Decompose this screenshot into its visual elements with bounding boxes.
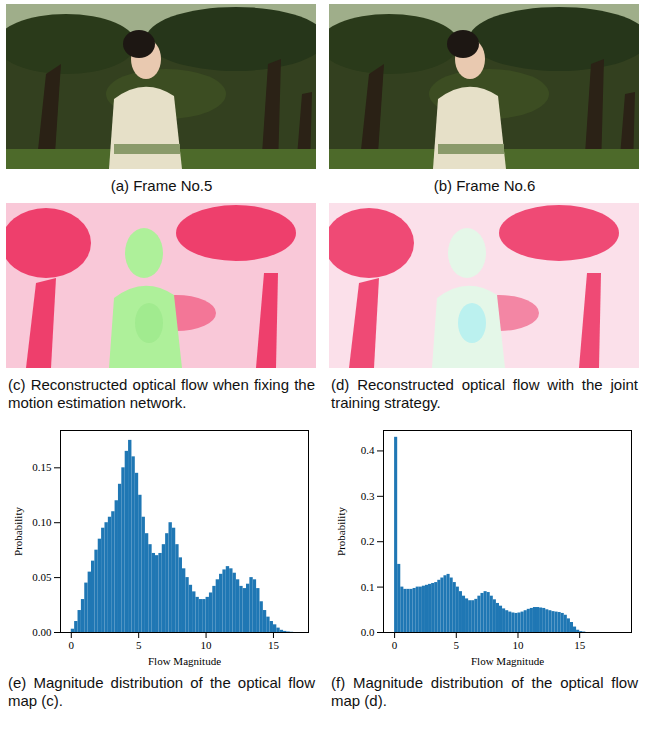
html-text:(e) Magnitude distribution of: (e) Magnitude distribution of the optica… [8,674,315,709]
svg-text:0.1: 0.1 [361,581,375,593]
svg-text:0.10: 0.10 [32,516,52,528]
html-text:(a) Frame No.5: (a) Frame No.5 [110,177,213,194]
html-text:(f) Magnitude distribution of: (f) Magnitude distribution of the optica… [331,674,638,709]
svg-text:Flow Magnitude: Flow Magnitude [148,655,221,667]
svg-text:0.4: 0.4 [361,444,375,456]
svg-text:5: 5 [136,639,142,651]
svg-text:10: 10 [512,639,524,651]
svg-text:0: 0 [69,639,75,651]
svg-text:0.15: 0.15 [32,461,52,473]
html-text:(c) Reconstructed optical flow: (c) Reconstructed optical flow when fixi… [8,376,315,411]
svg-text:Probability: Probability [335,507,347,556]
svg-text:Flow Magnitude: Flow Magnitude [471,655,544,667]
svg-text:0.0: 0.0 [361,626,375,638]
svg-text:15: 15 [574,639,586,651]
svg-text:10: 10 [201,639,213,651]
html-text:(d) Reconstructed optical flow: (d) Reconstructed optical flow with the … [331,376,638,411]
svg-text:5: 5 [454,639,460,651]
svg-text:0: 0 [392,639,398,651]
svg-text:0.3: 0.3 [361,490,375,502]
html-text:(b) Frame No.6: (b) Frame No.6 [433,177,536,194]
svg-text:0.05: 0.05 [32,571,52,583]
svg-text:Probability: Probability [12,507,24,556]
svg-text:0.00: 0.00 [32,626,52,638]
svg-text:0.2: 0.2 [361,535,375,547]
svg-text:15: 15 [268,639,280,651]
